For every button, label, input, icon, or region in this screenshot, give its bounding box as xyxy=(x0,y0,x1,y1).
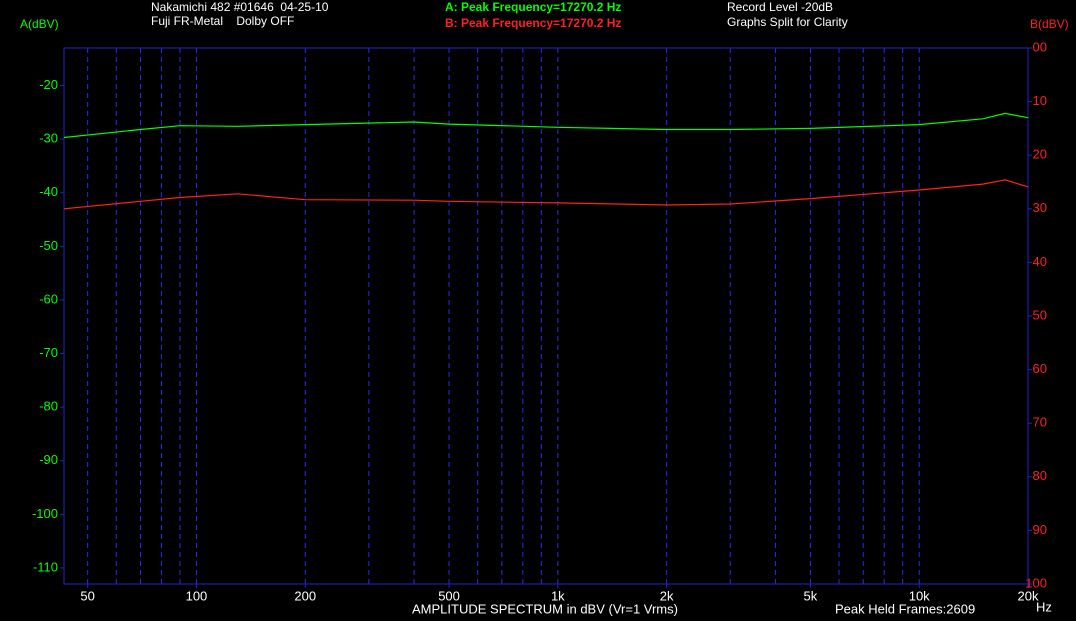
y2-tick-label: 60 xyxy=(1033,361,1047,376)
y2-tick-label: 80 xyxy=(1033,468,1047,483)
series-line xyxy=(63,179,1029,210)
plot-frame xyxy=(63,47,1029,585)
header-text: Graphs Split for Clarity xyxy=(727,15,848,29)
y-tick-label: -60 xyxy=(39,291,58,306)
header-text: Record Level -20dB xyxy=(727,0,833,14)
x-tick-label: 1k xyxy=(551,588,565,603)
y-tick-label: -30 xyxy=(39,131,58,146)
x-unit: Hz xyxy=(1036,599,1052,614)
x-tick-label: 50 xyxy=(80,588,94,603)
y2-tick-label: -100 xyxy=(1021,575,1047,590)
y-tick-label: -50 xyxy=(39,238,58,253)
y2-tick-label: 30 xyxy=(1033,200,1047,215)
header-text: Nakamichi 482 #01646 04-25-10 xyxy=(151,0,329,14)
x-tick-label: 20k xyxy=(1018,588,1039,603)
y2-tick-label: 00 xyxy=(1033,39,1047,54)
y-tick-label: -100 xyxy=(32,506,58,521)
series-line xyxy=(63,112,1029,139)
x-tick-label: 2k xyxy=(660,588,674,603)
footnote: Peak Held Frames:2609 xyxy=(835,601,975,616)
header-text: B: Peak Frequency=17270.2 Hz xyxy=(445,16,621,30)
y2-tick-label: 70 xyxy=(1033,415,1047,430)
header-text: A: Peak Frequency=17270.2 Hz xyxy=(445,0,621,14)
y-tick-label: -40 xyxy=(39,184,58,199)
x-tick-label: 5k xyxy=(804,588,818,603)
y2-tick-label: 40 xyxy=(1033,254,1047,269)
x-tick-label: 200 xyxy=(294,588,316,603)
y-axis-label: A(dBV) xyxy=(20,17,59,31)
y-tick-label: -80 xyxy=(39,399,58,414)
y2-tick-label: 50 xyxy=(1033,307,1047,322)
y2-tick-label: 10 xyxy=(1033,93,1047,108)
y-tick-label: -110 xyxy=(33,559,58,574)
x-tick-label: 100 xyxy=(186,588,208,603)
y2-tick-label: 20 xyxy=(1033,147,1047,162)
y2-axis-label: B(dBV) xyxy=(1030,17,1069,31)
x-tick-label: 500 xyxy=(438,588,460,603)
x-axis-label: AMPLITUDE SPECTRUM in dBV (Vr=1 Vrms) xyxy=(412,601,678,616)
x-tick-label: 10k xyxy=(909,588,930,603)
y-tick-label: -90 xyxy=(39,452,58,467)
y2-tick-label: 90 xyxy=(1033,522,1047,537)
header-text: Fuji FR-Metal Dolby OFF xyxy=(151,14,294,28)
y-tick-label: -20 xyxy=(39,77,58,92)
y-tick-label: -70 xyxy=(39,345,58,360)
